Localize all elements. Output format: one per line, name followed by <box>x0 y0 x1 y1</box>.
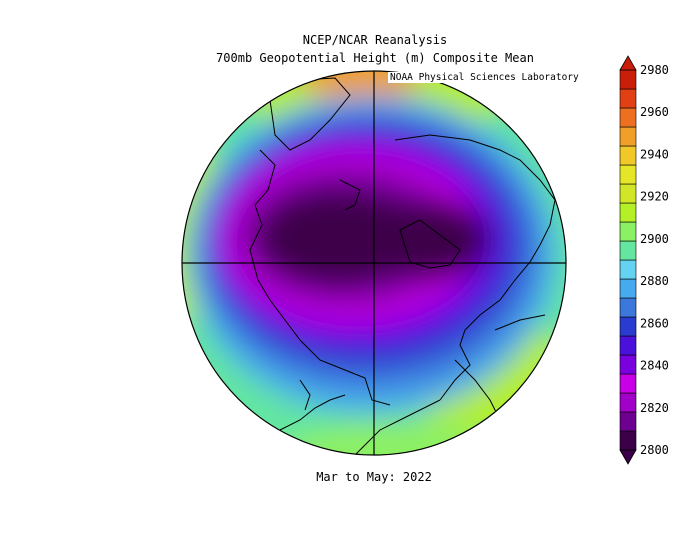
colorbar-tick-label: 2800 <box>640 443 669 457</box>
colorbar-segment <box>619 221 637 242</box>
colorbar-segment <box>619 316 637 337</box>
colorbar-segment <box>619 107 637 128</box>
colorbar-tick-label: 2920 <box>640 190 669 204</box>
colorbar-tick-label: 2840 <box>640 359 669 373</box>
colorbar-segment <box>619 297 637 318</box>
colorbar-segment <box>619 126 637 147</box>
colorbar-segment <box>619 278 637 299</box>
colorbar-segment <box>619 373 637 394</box>
chart-title-line2: 700mb Geopotential Height (m) Composite … <box>216 51 534 65</box>
colorbar-segment <box>619 88 637 109</box>
colorbar-segment <box>619 202 637 223</box>
colorbar-min-arrow <box>619 449 637 465</box>
colorbar-tick-label: 2860 <box>640 316 669 330</box>
colorbar: 2800 2820 2840 2860 2880 2900 2920 2940 2960 2980 <box>619 55 669 465</box>
colorbar-segment <box>619 164 637 185</box>
period-label: Mar to May: 2022 <box>316 470 432 484</box>
colorbar-segment <box>619 69 637 90</box>
colorbar-segment <box>619 183 637 204</box>
colorbar-tick-label: 2980 <box>640 63 669 77</box>
colorbar-segment <box>619 354 637 375</box>
map-boundary <box>181 70 567 456</box>
colorbar-tick-label: 2900 <box>640 232 669 246</box>
coastlines <box>249 77 556 455</box>
colorbar-tick-label: 2960 <box>640 105 669 119</box>
chart-title-line1: NCEP/NCAR Reanalysis <box>302 33 448 47</box>
colorbar-tick-label: 2880 <box>640 274 669 288</box>
colorbar-tick-label: 2940 <box>640 147 669 161</box>
colorbar-segment <box>619 430 637 451</box>
colorbar-segment <box>619 145 637 166</box>
colorbar-tick-label: 2820 <box>640 401 669 415</box>
colorbar-max-arrow <box>619 55 637 71</box>
colorbar-segment <box>619 240 637 261</box>
colorbar-segment <box>619 335 637 356</box>
colorbar-segment <box>619 259 637 280</box>
colorbar-segment <box>619 392 637 413</box>
credit-label: NOAA Physical Sciences Laboratory <box>388 72 581 83</box>
graticule <box>182 71 566 455</box>
colorbar-segment <box>619 411 637 432</box>
